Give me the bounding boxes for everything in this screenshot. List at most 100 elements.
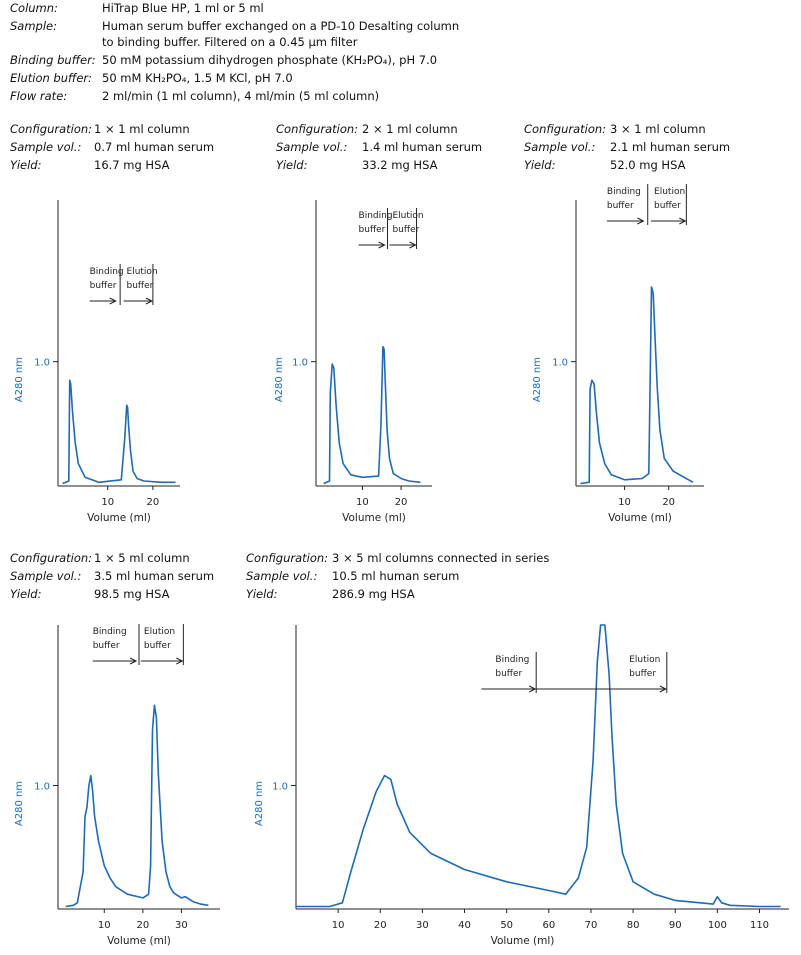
binding-buffer-label: buffer [607, 201, 634, 211]
sample-vol-label: Sample vol.: [10, 569, 82, 583]
y-tick-label: 1.0 [272, 782, 288, 793]
elution-buffer-label: buffer [127, 281, 154, 291]
binding-buffer-label: buffer [90, 281, 117, 291]
x-tick-label: 10 [332, 920, 345, 931]
yield-value: 52.0 mg HSA [610, 158, 686, 172]
binding-buffer-arrowhead [378, 241, 386, 249]
yield-label: Yield: [10, 158, 42, 172]
elution-buffer-arrowhead [176, 657, 184, 665]
y-axis-label: A280 nm [532, 357, 543, 402]
x-tick-label: 20 [374, 920, 387, 931]
sample-vol-value: 1.4 ml human serum [362, 140, 483, 154]
y-tick-label: 1.0 [292, 358, 308, 369]
y-axis-label: A280 nm [274, 357, 285, 402]
x-tick-label: 50 [500, 920, 513, 931]
configuration-value: 1 × 1 ml column [94, 122, 190, 136]
x-tick-label: 20 [395, 497, 408, 508]
configuration-label: Configuration: [246, 551, 329, 565]
elution-buffer-label: buffer [629, 669, 656, 679]
sample-vol-label: Sample vol.: [246, 569, 318, 583]
absorbance-curve [580, 286, 694, 485]
configuration-value: 3 × 5 ml columns connected in series [332, 551, 550, 565]
x-axis-label: Volume (ml) [608, 512, 672, 524]
binding-buffer-arrowhead [129, 657, 138, 665]
binding-buffer-label: Binding [495, 655, 529, 665]
elution-buffer-label: Elution [654, 187, 685, 197]
sample-value: Human serum buffer exchanged on a PD-10 … [102, 19, 460, 33]
configuration-value: 3 × 1 ml column [610, 122, 706, 136]
yield-value: 33.2 mg HSA [362, 158, 438, 172]
flow-rate-value: 2 ml/min (1 ml column), 4 ml/min (5 ml c… [102, 89, 380, 103]
x-axis-label: Volume (ml) [342, 512, 406, 524]
x-axis-label: Volume (ml) [491, 935, 555, 947]
elution-buffer-value: 50 mM KH₂PO₄, 1.5 M KCl, pH 7.0 [102, 71, 293, 85]
yield-value: 16.7 mg HSA [94, 158, 170, 172]
absorbance-curve [323, 345, 421, 485]
x-tick-label: 80 [627, 920, 640, 931]
sample-vol-value: 3.5 ml human serum [94, 569, 215, 583]
x-tick-label: 10 [101, 497, 114, 508]
x-tick-label: 20 [147, 497, 160, 508]
x-tick-label: 110 [750, 920, 769, 931]
y-tick-label: 1.0 [34, 782, 50, 793]
column-value: HiTrap Blue HP, 1 ml or 5 ml [102, 1, 264, 15]
x-tick-label: 40 [458, 920, 471, 931]
x-tick-label: 100 [708, 920, 727, 931]
sample-vol-label: Sample vol.: [276, 140, 348, 154]
configuration-label: Configuration: [10, 122, 93, 136]
sample-vol-value: 2.1 ml human serum [610, 140, 731, 154]
binding-buffer-label: Binding buffer: [10, 53, 96, 67]
binding-buffer-label: Binding [90, 267, 124, 277]
x-tick-label: 30 [416, 920, 429, 931]
yield-label: Yield: [246, 587, 278, 601]
binding-buffer-label: buffer [93, 641, 120, 651]
yield-label: Yield: [276, 158, 308, 172]
elution-buffer-arrowhead [679, 217, 687, 225]
elution-buffer-label: Elution [629, 655, 660, 665]
elution-buffer-label: Elution [144, 627, 175, 637]
sample-vol-label: Sample vol.: [10, 140, 82, 154]
binding-buffer-arrowhead [637, 217, 645, 225]
absorbance-curve [65, 704, 209, 908]
method-header: Column: HiTrap Blue HP, 1 ml or 5 ml Sam… [10, 1, 790, 111]
x-axis-label: Volume (ml) [107, 935, 171, 947]
x-tick-label: 90 [669, 920, 682, 931]
yield-label: Yield: [524, 158, 556, 172]
configuration-label: Configuration: [276, 122, 359, 136]
configuration-value: 2 × 1 ml column [362, 122, 458, 136]
sample-label: Sample: [10, 19, 57, 33]
y-tick-label: 1.0 [552, 358, 568, 369]
x-axis-label: Volume (ml) [87, 512, 151, 524]
absorbance-curve [62, 379, 176, 485]
yield-value: 286.9 mg HSA [332, 587, 415, 601]
elution-buffer-label: buffer [654, 201, 681, 211]
binding-buffer-label: Binding [359, 211, 393, 221]
binding-buffer-arrowhead [109, 297, 117, 305]
binding-buffer-value: 50 mM potassium dihydrogen phosphate (KH… [102, 53, 438, 67]
binding-buffer-label: Binding [607, 187, 641, 197]
x-tick-label: 20 [136, 920, 149, 931]
y-axis-label: A280 nm [14, 357, 25, 402]
y-axis-label: A280 nm [14, 781, 25, 826]
elution-buffer-label: Elution [392, 211, 423, 221]
x-tick-label: 10 [98, 920, 111, 931]
sample-value-line2: to binding buffer. Filtered on a 0.45 µm… [102, 35, 358, 49]
x-tick-label: 60 [542, 920, 555, 931]
elution-buffer-label: Elution [127, 267, 158, 277]
x-tick-label: 10 [618, 497, 631, 508]
binding-buffer-arrowhead [528, 685, 537, 693]
absorbance-curve [296, 624, 781, 908]
x-tick-label: 30 [175, 920, 188, 931]
elution-buffer-arrowhead [409, 241, 417, 249]
binding-buffer-label: Binding [93, 627, 127, 637]
y-axis-label: A280 nm [254, 781, 265, 826]
binding-buffer-label: buffer [359, 225, 386, 235]
configuration-label: Configuration: [10, 551, 93, 565]
flow-rate-label: Flow rate: [10, 89, 68, 103]
elution-buffer-arrowhead [145, 297, 154, 305]
sample-vol-value: 10.5 ml human serum [332, 569, 460, 583]
elution-buffer-label: buffer [392, 225, 419, 235]
elution-buffer-label: buffer [144, 641, 171, 651]
x-tick-label: 70 [585, 920, 598, 931]
